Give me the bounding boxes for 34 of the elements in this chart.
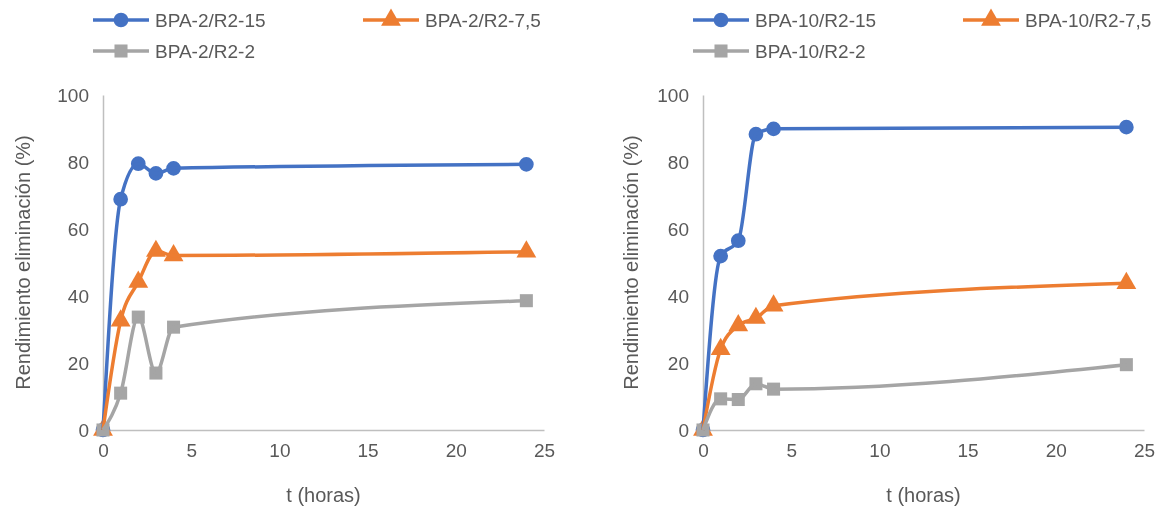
x-tick-label: 25 <box>533 440 556 462</box>
x-axis-title: t (horas) <box>286 484 361 506</box>
y-axis-title: Rendimiento eliminación (%) <box>12 135 34 390</box>
x-tick-label: 5 <box>786 440 797 462</box>
y-tick-label: 100 <box>657 84 689 106</box>
x-tick-label: 15 <box>957 440 979 462</box>
y-tick-label: 80 <box>67 151 89 173</box>
x-tick-label: 10 <box>269 440 291 462</box>
y-tick-label: 80 <box>667 151 689 173</box>
x-tick-label: 10 <box>869 440 891 462</box>
y-tick-label: 20 <box>67 352 89 374</box>
legend-label: BPA-2/R2-2 <box>155 40 255 62</box>
x-axis-title: t (horas) <box>886 484 961 506</box>
x-tick-label: 20 <box>1045 440 1067 462</box>
x-tick-label: 0 <box>98 440 109 462</box>
y-tick-label: 40 <box>67 285 89 307</box>
legend-label: BPA-2/R2-15 <box>155 9 266 31</box>
y-tick-label: 40 <box>667 285 689 307</box>
x-tick-label: 20 <box>445 440 467 462</box>
x-tick-label: 5 <box>186 440 197 462</box>
legend-label: BPA-2/R2-7,5 <box>425 9 541 31</box>
y-axis-title: Rendimiento eliminación (%) <box>620 135 642 390</box>
x-tick-label: 15 <box>357 440 379 462</box>
x-tick-label: 0 <box>698 440 709 462</box>
legend-label: BPA-10/R2-15 <box>755 9 877 31</box>
y-tick-label: 0 <box>78 419 89 441</box>
legend-label: BPA-10/R2-2 <box>755 40 866 62</box>
legend-label: BPA-10/R2-7,5 <box>1025 9 1152 31</box>
y-tick-label: 20 <box>667 352 689 374</box>
y-tick-label: 100 <box>57 84 89 106</box>
y-tick-label: 60 <box>667 218 689 240</box>
x-tick-label: 25 <box>1133 440 1156 462</box>
y-tick-label: 0 <box>678 419 689 441</box>
y-tick-label: 60 <box>67 218 89 240</box>
